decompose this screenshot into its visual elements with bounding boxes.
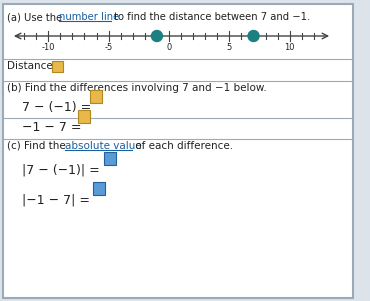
FancyBboxPatch shape — [90, 89, 101, 103]
Circle shape — [151, 30, 162, 42]
FancyBboxPatch shape — [92, 182, 104, 194]
FancyBboxPatch shape — [3, 4, 353, 298]
Text: number line: number line — [59, 12, 119, 22]
FancyBboxPatch shape — [77, 110, 90, 123]
FancyBboxPatch shape — [51, 61, 63, 72]
Text: -10: -10 — [41, 43, 55, 52]
Text: absolute value: absolute value — [65, 141, 142, 151]
Text: 7 − (−1) =: 7 − (−1) = — [22, 101, 95, 114]
Text: -5: -5 — [104, 43, 113, 52]
Text: to find the distance between 7 and −1.: to find the distance between 7 and −1. — [111, 12, 310, 22]
Text: 5: 5 — [227, 43, 232, 52]
Text: (b) Find the differences involving 7 and −1 below.: (b) Find the differences involving 7 and… — [7, 83, 267, 93]
Text: 10: 10 — [285, 43, 295, 52]
Circle shape — [248, 30, 259, 42]
Text: (c) Find the: (c) Find the — [7, 141, 69, 151]
Text: −1 − 7 =: −1 − 7 = — [22, 121, 85, 134]
Text: 0: 0 — [166, 43, 172, 52]
FancyBboxPatch shape — [104, 151, 115, 165]
Text: Distance:: Distance: — [7, 61, 56, 71]
Text: |7 − (−1)| =: |7 − (−1)| = — [22, 163, 104, 176]
Text: (a) Use the: (a) Use the — [7, 12, 65, 22]
Text: |−1 − 7| =: |−1 − 7| = — [22, 193, 94, 206]
Text: of each difference.: of each difference. — [132, 141, 233, 151]
